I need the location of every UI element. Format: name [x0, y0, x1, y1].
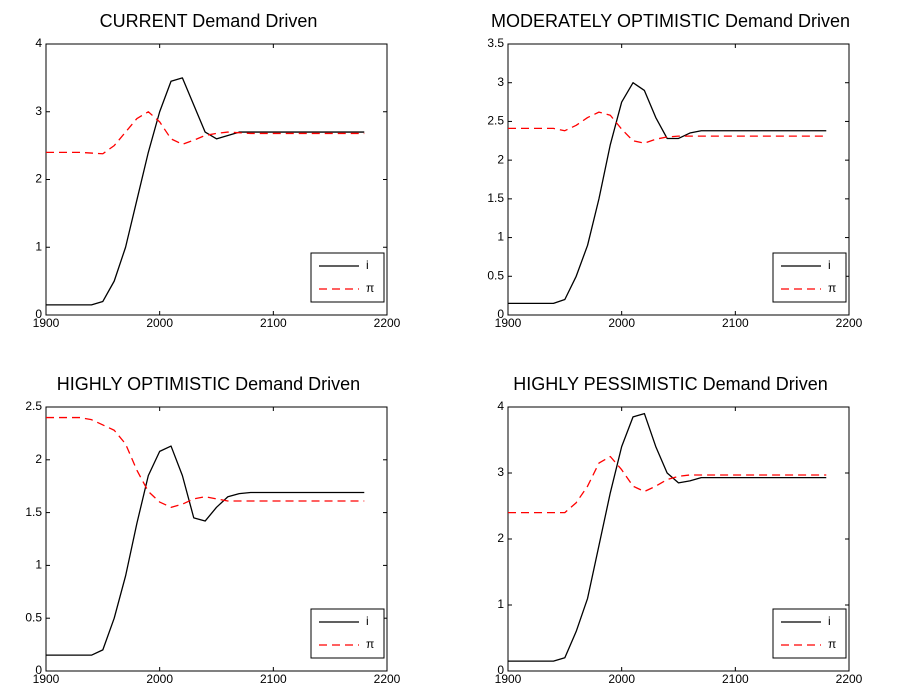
legend-label: π	[366, 281, 374, 295]
legend-label: π	[366, 637, 374, 651]
x-tick-label: 2100	[260, 316, 287, 330]
series-line	[46, 445, 365, 656]
y-tick-label: 2	[497, 152, 504, 166]
y-tick-label: 1	[35, 239, 42, 253]
series-line	[46, 111, 365, 155]
y-tick-label: 2	[497, 531, 504, 545]
x-tick-label: 2200	[374, 316, 401, 330]
legend-box	[310, 252, 385, 303]
legend-label: i	[828, 614, 831, 628]
y-tick-label: 0	[497, 663, 504, 677]
x-tick-label: 2000	[146, 316, 173, 330]
x-tick-label: 2000	[608, 316, 635, 330]
x-tick-label: 2100	[722, 316, 749, 330]
chart-title: HIGHLY PESSIMISTIC Demand Driven	[513, 374, 827, 394]
series-line	[508, 412, 827, 662]
subplot: CURRENT Demand Driven 0 1 2 3 4 1900 2000 2100 22…	[33, 11, 401, 330]
y-tick-label: 1	[497, 597, 504, 611]
subplot: MODERATELY OPTIMISTIC Demand Driven 0 0.5 1…	[487, 11, 862, 330]
legend-label: π	[828, 281, 836, 295]
series-line	[46, 77, 365, 306]
series-line	[508, 455, 827, 514]
chart-title: HIGHLY OPTIMISTIC Demand Driven	[57, 374, 360, 394]
y-tick-label: 1.5	[25, 505, 42, 519]
y-tick-label: 0	[35, 663, 42, 677]
series-line	[508, 82, 827, 305]
y-tick-label: 1	[35, 558, 42, 572]
y-tick-label: 3	[497, 75, 504, 89]
x-tick-label: 1900	[495, 672, 522, 686]
y-tick-label: 1.5	[487, 191, 504, 205]
y-tick-label: 2.5	[25, 399, 42, 413]
x-tick-label: 1900	[495, 316, 522, 330]
legend-box	[310, 608, 385, 659]
legend-box	[772, 608, 847, 659]
legend-label: i	[828, 258, 831, 272]
x-tick-label: 2100	[260, 672, 287, 686]
x-tick-label: 1900	[33, 316, 60, 330]
y-tick-label: 3	[35, 104, 42, 118]
x-tick-label: 2100	[722, 672, 749, 686]
legend-box	[772, 252, 847, 303]
x-tick-label: 2200	[374, 672, 401, 686]
legend-label: π	[828, 637, 836, 651]
series-line	[46, 416, 365, 508]
y-tick-label: 2	[35, 452, 42, 466]
x-tick-label: 2000	[608, 672, 635, 686]
x-tick-label: 1900	[33, 672, 60, 686]
y-tick-label: 2	[35, 172, 42, 186]
y-tick-label: 0	[35, 307, 42, 321]
y-tick-label: 0.5	[25, 610, 42, 624]
x-tick-label: 2200	[836, 672, 863, 686]
legend-label: i	[366, 614, 369, 628]
y-tick-label: 4	[497, 399, 504, 413]
x-tick-label: 2000	[146, 672, 173, 686]
y-tick-label: 2.5	[487, 114, 504, 128]
x-tick-label: 2200	[836, 316, 863, 330]
y-tick-label: 1	[497, 230, 504, 244]
subplot: HIGHLY OPTIMISTIC Demand Driven 0 0.5 1 1.5 2…	[25, 374, 400, 686]
series-line	[508, 111, 827, 144]
y-tick-label: 3.5	[487, 36, 504, 50]
chart-title: CURRENT Demand Driven	[100, 11, 318, 31]
chart-title: MODERATELY OPTIMISTIC Demand Driven	[491, 11, 850, 31]
subplot: HIGHLY PESSIMISTIC Demand Driven 0 1 2 3 4 190…	[495, 374, 863, 686]
plot-frame	[507, 43, 850, 316]
y-tick-label: 0.5	[487, 268, 504, 282]
y-tick-label: 0	[497, 307, 504, 321]
legend-label: i	[366, 258, 369, 272]
plot-frame	[45, 406, 388, 672]
y-tick-label: 3	[497, 465, 504, 479]
y-tick-label: 4	[35, 36, 42, 50]
